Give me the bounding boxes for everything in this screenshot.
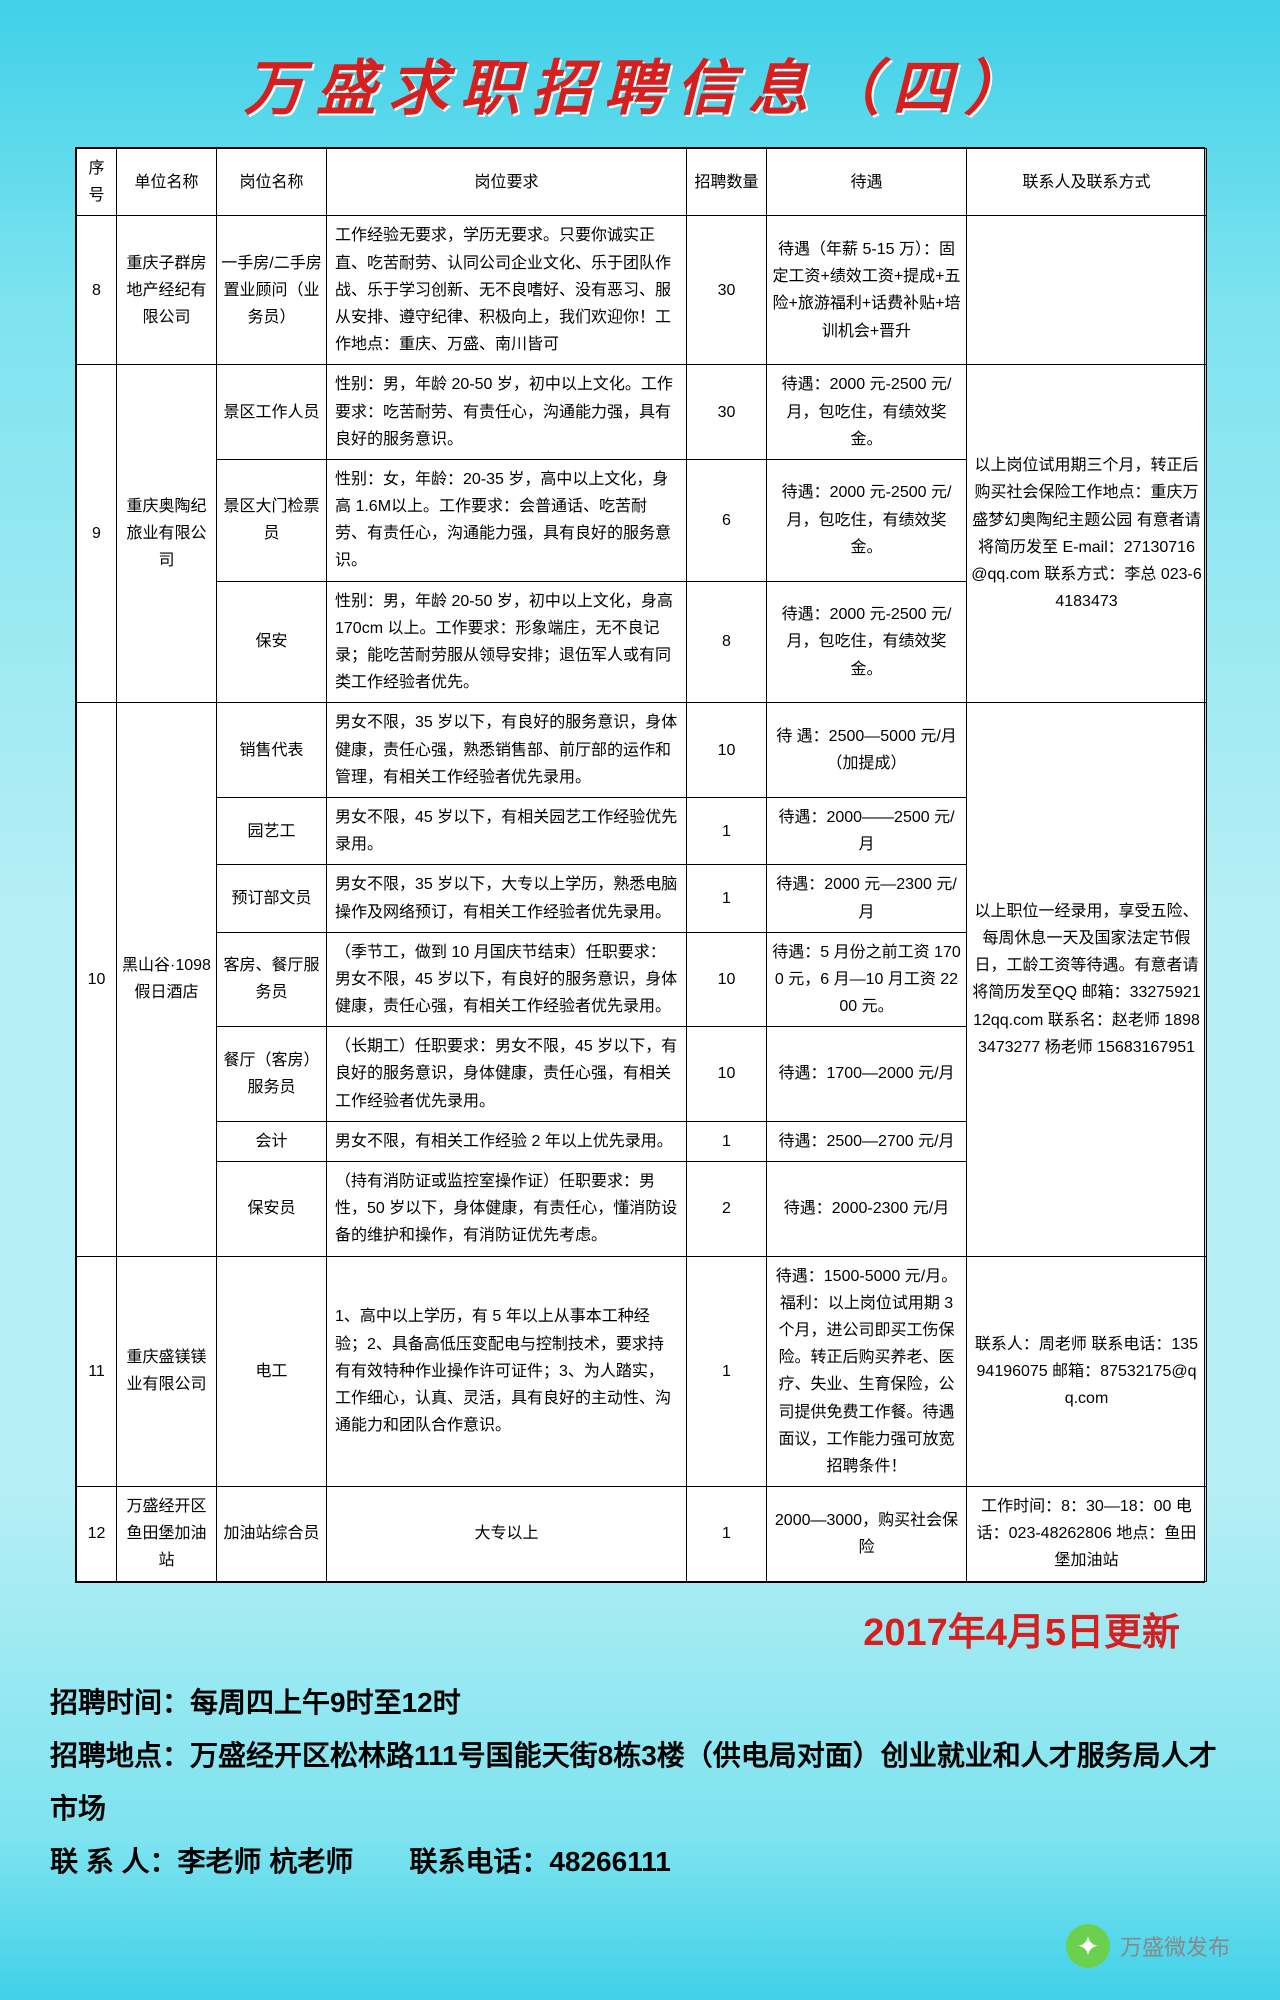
cell-pos: 预订部文员 — [217, 865, 327, 932]
cell-seq: 12 — [77, 1487, 117, 1582]
cell-pos: 会计 — [217, 1121, 327, 1161]
cell-num: 30 — [687, 216, 767, 365]
th-contact: 联系人及联系方式 — [967, 149, 1207, 216]
footer-block: 招聘时间：每周四上午9时至12时 招聘地点：万盛经开区松林路111号国能天街8栋… — [0, 1666, 1280, 1889]
cell-req: （持有消防证或监控室操作证）任职要求：男性，50 岁以下，身体健康，有责任心，懂… — [327, 1162, 687, 1257]
cell-seq: 9 — [77, 365, 117, 703]
cell-pay: 待遇：1500-5000 元/月。福利：以上岗位试用期 3 个月，进公司即买工伤… — [767, 1256, 967, 1487]
cell-pay: 待遇：2000 元-2500 元/月，包吃住，有绩效奖金。 — [767, 459, 967, 581]
cell-pos: 客房、餐厅服务员 — [217, 932, 327, 1027]
th-unit: 单位名称 — [117, 149, 217, 216]
cell-num: 2 — [687, 1162, 767, 1257]
cell-pay: 2000—3000，购买社会保险 — [767, 1487, 967, 1582]
cell-num: 1 — [687, 1121, 767, 1161]
watermark-text: 万盛微发布 — [1120, 1930, 1230, 1962]
cell-num: 30 — [687, 365, 767, 460]
table-row: 10 黑山谷·1098假日酒店 销售代表 男女不限，35 岁以下，有良好的服务意… — [77, 703, 1207, 798]
page-title: 万盛求职招聘信息（四） — [0, 0, 1280, 147]
cell-num: 8 — [687, 581, 767, 703]
th-pos: 岗位名称 — [217, 149, 327, 216]
cell-pos: 保安 — [217, 581, 327, 703]
cell-pay: 待 遇：2500—5000 元/月（加提成） — [767, 703, 967, 798]
cell-req: 性别：女，年龄：20-35 岁，高中以上文化，身高 1.6M以上。工作要求：会普… — [327, 459, 687, 581]
cell-unit: 重庆奥陶纪旅业有限公司 — [117, 365, 217, 703]
cell-req: 性别：男，年龄 20-50 岁，初中以上文化。工作要求：吃苦耐劳、有责任心，沟通… — [327, 365, 687, 460]
table-header-row: 序号 单位名称 岗位名称 岗位要求 招聘数量 待遇 联系人及联系方式 — [77, 149, 1207, 216]
cell-pay: 待遇：2000——2500 元/月 — [767, 797, 967, 864]
cell-req: （长期工）任职要求：男女不限，45 岁以下，有良好的服务意识，身体健康，责任心强… — [327, 1027, 687, 1122]
cell-num: 1 — [687, 797, 767, 864]
cell-num: 1 — [687, 865, 767, 932]
cell-pos: 保安员 — [217, 1162, 327, 1257]
job-table-container: 序号 单位名称 岗位名称 岗位要求 招聘数量 待遇 联系人及联系方式 8 重庆子… — [75, 147, 1205, 1583]
cell-num: 10 — [687, 703, 767, 798]
cell-num: 1 — [687, 1256, 767, 1487]
cell-req: 男女不限，35 岁以下，大专以上学历，熟悉电脑操作及网络预订，有相关工作经验者优… — [327, 865, 687, 932]
cell-req: 大专以上 — [327, 1487, 687, 1582]
cell-req: 男女不限，45 岁以下，有相关园艺工作经验优先录用。 — [327, 797, 687, 864]
cell-pay: 待遇：2000-2300 元/月 — [767, 1162, 967, 1257]
cell-req: 男女不限，有相关工作经验 2 年以上优先录用。 — [327, 1121, 687, 1161]
cell-pay: 待遇：2000 元—2300 元/月 — [767, 865, 967, 932]
th-req: 岗位要求 — [327, 149, 687, 216]
job-table: 序号 单位名称 岗位名称 岗位要求 招聘数量 待遇 联系人及联系方式 8 重庆子… — [76, 148, 1207, 1582]
footer-line-time: 招聘时间：每周四上午9时至12时 — [50, 1676, 1230, 1729]
cell-seq: 8 — [77, 216, 117, 365]
cell-contact: 以上岗位试用期三个月，转正后购买社会保险工作地点：重庆万盛梦幻奥陶纪主题公园 有… — [967, 365, 1207, 703]
cell-contact — [967, 216, 1207, 365]
cell-pos: 园艺工 — [217, 797, 327, 864]
watermark: ✦ 万盛微发布 — [1066, 1924, 1230, 1968]
cell-pay: 待遇：2000 元-2500 元/月，包吃住，有绩效奖金。 — [767, 365, 967, 460]
cell-pay: 待遇：2500—2700 元/月 — [767, 1121, 967, 1161]
table-row: 9 重庆奥陶纪旅业有限公司 景区工作人员 性别：男，年龄 20-50 岁，初中以… — [77, 365, 1207, 460]
cell-num: 1 — [687, 1487, 767, 1582]
cell-seq: 10 — [77, 703, 117, 1256]
cell-pos: 餐厅（客房）服务员 — [217, 1027, 327, 1122]
cell-num: 10 — [687, 1027, 767, 1122]
cell-req: 男女不限，35 岁以下，有良好的服务意识，身体健康，责任心强，熟悉销售部、前厅部… — [327, 703, 687, 798]
cell-unit: 万盛经开区鱼田堡加油站 — [117, 1487, 217, 1582]
cell-pay: 待遇（年薪 5-15 万）：固定工资+绩效工资+提成+五险+旅游福利+话费补贴+… — [767, 216, 967, 365]
cell-seq: 11 — [77, 1256, 117, 1487]
cell-num: 6 — [687, 459, 767, 581]
table-row: 12 万盛经开区鱼田堡加油站 加油站综合员 大专以上 1 2000—3000，购… — [77, 1487, 1207, 1582]
cell-pay: 待遇：1700—2000 元/月 — [767, 1027, 967, 1122]
table-row: 8 重庆子群房地产经纪有限公司 一手房/二手房 置业顾问（业务员） 工作经验无要… — [77, 216, 1207, 365]
wechat-icon: ✦ — [1066, 1924, 1110, 1968]
footer-line-contact: 联 系 人：李老师 杭老师 联系电话：48266111 — [50, 1835, 1230, 1888]
cell-unit: 黑山谷·1098假日酒店 — [117, 703, 217, 1256]
cell-req: 工作经验无要求，学历无要求。只要你诚实正直、吃苦耐劳、认同公司企业文化、乐于团队… — [327, 216, 687, 365]
table-row: 11 重庆盛镁镁业有限公司 电工 1、高中以上学历，有 5 年以上从事本工种经验… — [77, 1256, 1207, 1487]
th-seq: 序号 — [77, 149, 117, 216]
cell-pos: 景区工作人员 — [217, 365, 327, 460]
cell-contact: 联系人：周老师 联系电话：13594196075 邮箱：87532175@qq.… — [967, 1256, 1207, 1487]
th-pay: 待遇 — [767, 149, 967, 216]
cell-req: 1、高中以上学历，有 5 年以上从事本工种经验；2、具备高低压变配电与控制技术，… — [327, 1256, 687, 1487]
cell-pos: 一手房/二手房 置业顾问（业务员） — [217, 216, 327, 365]
cell-unit: 重庆盛镁镁业有限公司 — [117, 1256, 217, 1487]
cell-pos: 加油站综合员 — [217, 1487, 327, 1582]
cell-req: 性别：男，年龄 20-50 岁，初中以上文化，身高 170cm 以上。工作要求：… — [327, 581, 687, 703]
cell-contact: 工作时间：8：30—18：00 电话：023-48262806 地点：鱼田堡加油… — [967, 1487, 1207, 1582]
cell-req: （季节工，做到 10 月国庆节结束）任职要求：男女不限，45 岁以下，有良好的服… — [327, 932, 687, 1027]
cell-num: 10 — [687, 932, 767, 1027]
footer-line-address: 招聘地点：万盛经开区松林路111号国能天街8栋3楼（供电局对面）创业就业和人才服… — [50, 1729, 1230, 1835]
cell-pay: 待遇：2000 元-2500 元/月，包吃住，有绩效奖金。 — [767, 581, 967, 703]
th-num: 招聘数量 — [687, 149, 767, 216]
cell-contact: 以上职位一经录用，享受五险、每周休息一天及国家法定节假日，工龄工资等待遇。有意者… — [967, 703, 1207, 1256]
cell-unit: 重庆子群房地产经纪有限公司 — [117, 216, 217, 365]
cell-pos: 销售代表 — [217, 703, 327, 798]
cell-pos: 景区大门检票员 — [217, 459, 327, 581]
update-date: 2017年4月5日更新 — [0, 1583, 1280, 1666]
cell-pos: 电工 — [217, 1256, 327, 1487]
cell-pay: 待遇：5 月份之前工资 1700 元，6 月—10 月工资 2200 元。 — [767, 932, 967, 1027]
